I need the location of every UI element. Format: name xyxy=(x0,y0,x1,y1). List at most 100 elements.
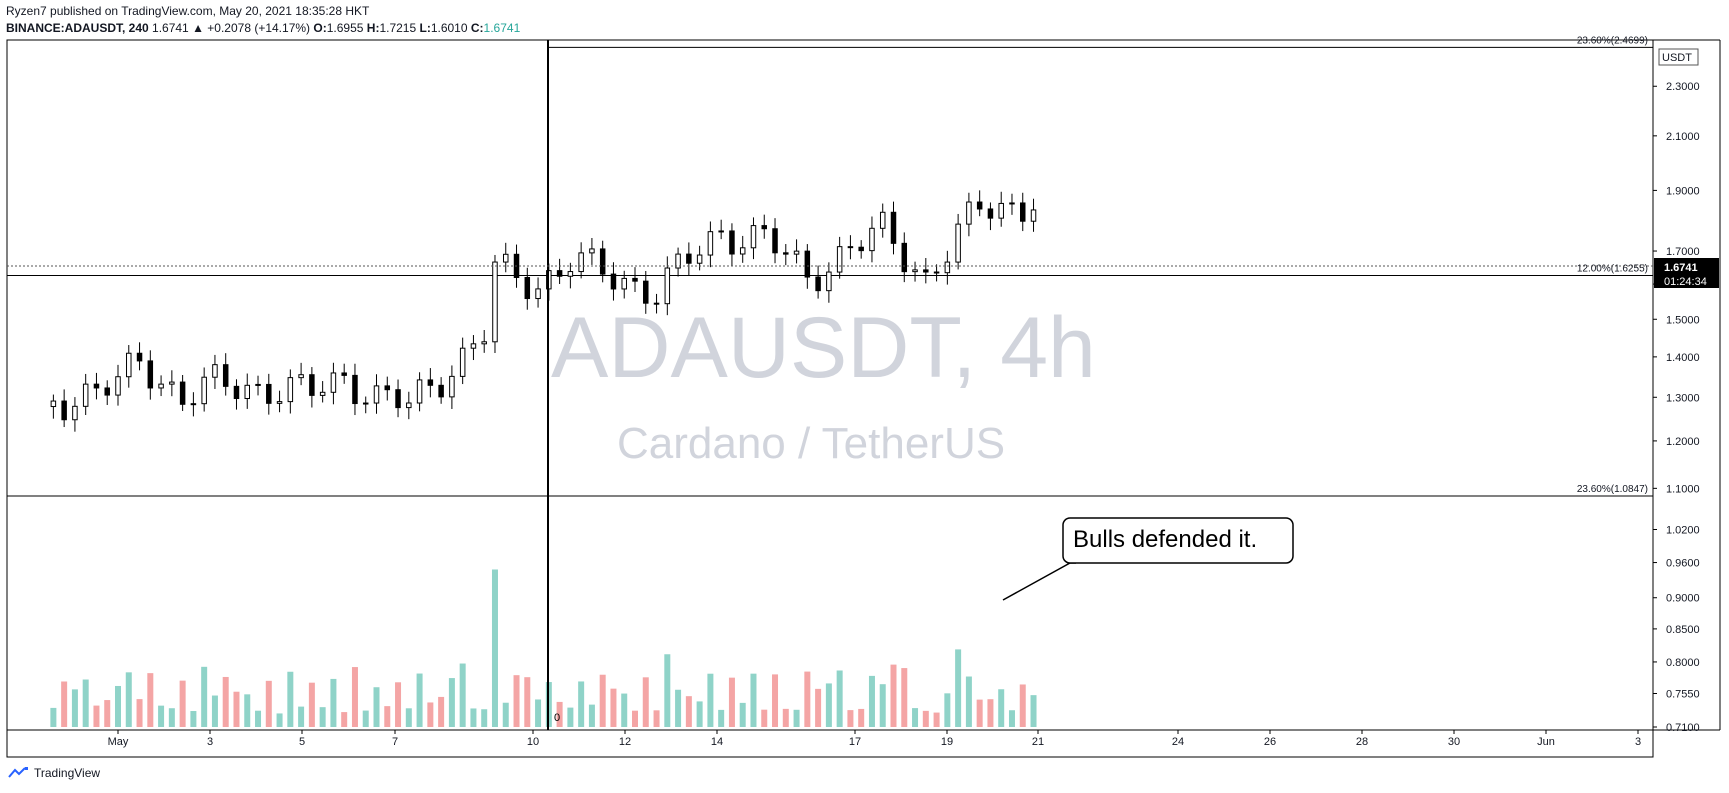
volume-bar xyxy=(298,706,305,727)
date-tick-label: May xyxy=(108,736,129,748)
volume-bar xyxy=(416,673,423,727)
volume-bar xyxy=(50,707,57,727)
watermark-symbol: ADAUSDT, 4h xyxy=(551,300,1096,396)
candle-body xyxy=(707,231,714,256)
footer-brand[interactable]: TradingView xyxy=(34,766,101,780)
price-tick-label: 2.3000 xyxy=(1666,81,1700,93)
price-tick-label: 0.8000 xyxy=(1666,657,1700,669)
candle-body xyxy=(384,385,391,391)
volume-bar xyxy=(481,709,488,727)
volume-bar xyxy=(750,673,757,727)
candle-body xyxy=(535,288,541,300)
volume-bar xyxy=(427,702,434,727)
annotation-callout[interactable]: Bulls defended it. xyxy=(1002,517,1294,601)
candle-body xyxy=(492,261,498,343)
volume-bar xyxy=(395,682,402,727)
candle-body xyxy=(718,230,724,233)
volume-bar xyxy=(93,705,100,727)
candle-body xyxy=(739,247,746,255)
price-tick-label: 0.7550 xyxy=(1666,689,1700,701)
volume-bar xyxy=(696,701,703,727)
candle-body xyxy=(696,254,703,264)
candle-body xyxy=(179,381,186,405)
volume-bar xyxy=(728,677,735,727)
volume-bar xyxy=(448,678,455,727)
volume-bar xyxy=(115,685,121,727)
volume-bar xyxy=(244,694,251,727)
candle-body xyxy=(126,352,132,378)
volume-bar xyxy=(1030,695,1037,727)
date-tick-label: Jun xyxy=(1537,736,1555,748)
candle-body xyxy=(1030,209,1037,222)
volume-bar xyxy=(330,678,337,727)
price-axis[interactable]: 2.30002.10001.90001.70001.60001.50001.40… xyxy=(1653,81,1700,734)
volume-bar xyxy=(491,569,498,727)
candle-body xyxy=(869,227,875,252)
candle-body xyxy=(966,201,972,225)
price-tick-label: 0.8500 xyxy=(1666,624,1700,636)
candle-body xyxy=(686,253,692,264)
footer: TradingView xyxy=(8,766,100,780)
close-label: C: xyxy=(470,21,484,35)
low-label: L: xyxy=(419,21,431,35)
volume-bar xyxy=(459,663,466,727)
callout-box xyxy=(1062,517,1294,564)
candle-body xyxy=(341,372,347,376)
candle-body xyxy=(998,202,1004,219)
candle-body xyxy=(222,364,229,387)
volume-bar xyxy=(373,687,380,727)
candle-body xyxy=(653,302,660,305)
candle-body xyxy=(761,225,767,230)
volume-bar xyxy=(535,699,542,727)
date-tick-label: 10 xyxy=(527,736,539,748)
high-value: 1.7215 xyxy=(379,21,417,35)
volume-bar xyxy=(190,711,197,727)
volume-bars xyxy=(50,569,1037,727)
volume-bar xyxy=(438,696,445,727)
candle-body xyxy=(772,228,778,254)
volume-bar xyxy=(599,674,606,727)
cursor-label: 0 xyxy=(554,712,560,724)
candle-body xyxy=(147,360,154,389)
volume-bar xyxy=(804,671,811,727)
candle-body xyxy=(319,391,326,396)
symbol-label[interactable]: BINANCE:ADAUSDT, 240 xyxy=(6,21,149,35)
candle-body xyxy=(804,250,811,278)
candle-body xyxy=(136,352,143,362)
open-value: 1.6955 xyxy=(326,21,364,35)
candle-body xyxy=(287,377,294,403)
volume-bar xyxy=(147,673,154,727)
candle-body xyxy=(395,389,401,409)
candle-body xyxy=(212,364,218,378)
candle-body xyxy=(858,246,864,252)
volume-bar xyxy=(341,712,348,727)
price-change: ▲ +0.2078 (+14.17%) xyxy=(192,21,311,35)
volume-bar xyxy=(782,708,789,727)
volume-bar xyxy=(104,700,111,727)
volume-bar xyxy=(502,702,509,727)
volume-bar xyxy=(222,676,229,727)
date-tick-label: 5 xyxy=(299,736,305,748)
candle-body xyxy=(567,271,574,277)
date-tick-label: 14 xyxy=(711,736,723,748)
volume-bar xyxy=(653,710,660,727)
price-tick-label: 0.9600 xyxy=(1666,558,1700,570)
volume-bar xyxy=(685,696,692,727)
fib-levels: 23.60%(2.4699) 12.00%(1.6255) 23.60%(1.084… xyxy=(7,35,1653,497)
volume-bar xyxy=(610,688,617,727)
price-tick-label: 1.5000 xyxy=(1666,314,1700,326)
price-tick-label: 1.4000 xyxy=(1666,352,1700,364)
candle-body xyxy=(72,405,78,421)
publish-line: Ryzen7 published on TradingView.com, May… xyxy=(6,4,370,18)
candle-body xyxy=(276,401,283,404)
candle-body xyxy=(847,246,854,249)
candle-body xyxy=(61,400,67,421)
candle-body xyxy=(1009,202,1015,205)
volume-bar xyxy=(847,710,854,727)
volume-bar xyxy=(308,682,315,727)
candle-body xyxy=(459,347,466,377)
candle-body xyxy=(82,383,89,407)
time-axis[interactable]: May 3 5 7 10 12 14 17 19 21 24 26 28 30 Jun 3 xyxy=(108,730,1641,748)
date-tick-label: 30 xyxy=(1448,736,1460,748)
